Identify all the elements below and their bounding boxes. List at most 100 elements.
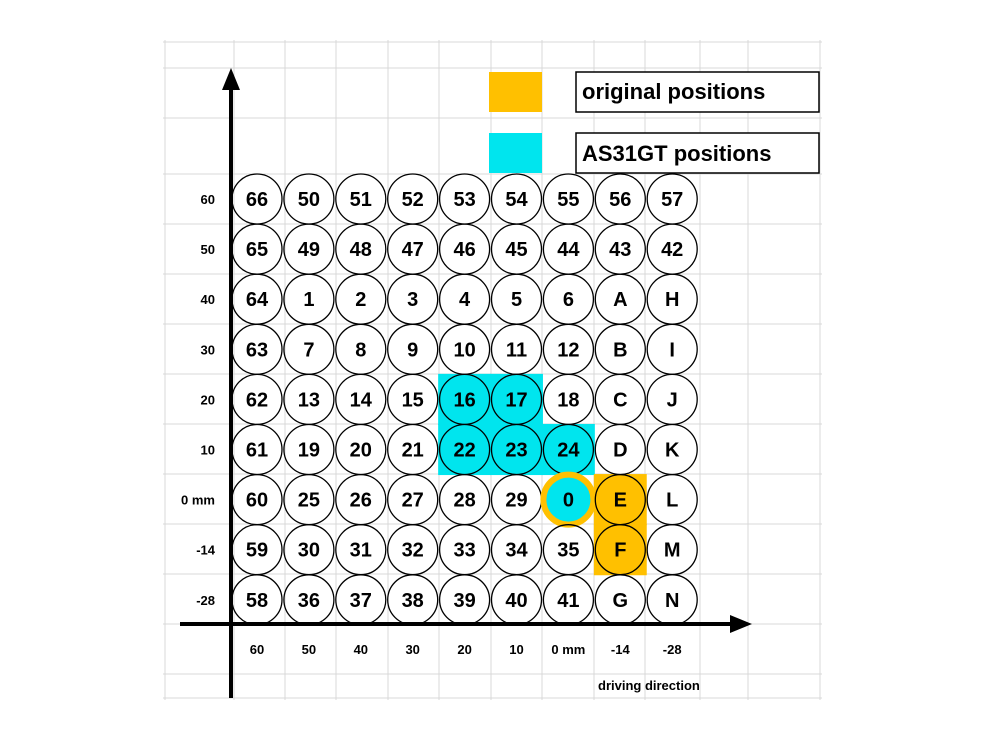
y-tick-label: 30 (201, 342, 215, 357)
position-cell: 62 (231, 373, 283, 426)
legend-label-as31gt: AS31GT positions (582, 141, 771, 166)
position-label: 21 (402, 440, 424, 462)
position-label: B (613, 339, 627, 361)
x-tick-label: 60 (250, 642, 264, 657)
position-label: L (666, 490, 678, 512)
position-label: 2 (355, 289, 366, 311)
position-label: 62 (246, 389, 268, 411)
position-cell: 52 (387, 173, 439, 225)
x-tick-label: 40 (354, 642, 368, 657)
position-label: 52 (402, 189, 424, 211)
position-label: A (613, 289, 627, 311)
position-cell: 60 (231, 473, 283, 526)
position-cell: G (594, 574, 646, 626)
position-cell: 55 (542, 173, 595, 225)
y-tick-label: 60 (201, 192, 215, 207)
x-tick-label: 0 mm (551, 642, 585, 657)
position-cell: B (594, 323, 646, 375)
y-tick-label: 50 (201, 242, 215, 257)
position-label: 46 (453, 239, 475, 261)
position-cell: 4 (438, 273, 491, 325)
position-cell: 33 (438, 524, 491, 576)
position-cell: 36 (283, 574, 335, 626)
position-label: 17 (505, 389, 527, 411)
position-cell: 19 (283, 423, 335, 476)
position-cell: J (646, 373, 698, 426)
position-cell: 0 (540, 471, 597, 528)
position-cell: 44 (542, 223, 595, 275)
position-label: 23 (505, 440, 527, 462)
position-label: 3 (407, 289, 418, 311)
x-tick-label: 50 (302, 642, 316, 657)
legend-label-original: original positions (582, 79, 765, 104)
legend-box-original (575, 71, 820, 113)
position-label: 10 (453, 339, 475, 361)
position-label: 47 (402, 239, 424, 261)
position-cell: 51 (335, 173, 387, 225)
position-label: 39 (453, 590, 475, 612)
position-label: H (665, 289, 679, 311)
position-cell: 3 (387, 273, 439, 325)
position-cell: 43 (594, 223, 646, 275)
position-cell: M (646, 524, 698, 576)
position-label: 30 (298, 540, 320, 562)
y-tick-label: 10 (201, 443, 215, 458)
position-cell: 40 (490, 574, 543, 626)
position-label: 28 (453, 490, 475, 512)
position-label: 4 (459, 289, 471, 311)
position-cell: 26 (335, 473, 387, 526)
x-tick-label: -14 (611, 642, 631, 657)
position-label: 1 (303, 289, 314, 311)
position-cell: 63 (231, 323, 283, 375)
position-cell: 11 (490, 323, 543, 375)
position-label: 9 (407, 339, 418, 361)
position-cell: K (646, 423, 698, 476)
position-label: 29 (505, 490, 527, 512)
position-label: 13 (298, 389, 320, 411)
y-tick-label: 0 mm (181, 493, 215, 508)
position-cell: 37 (335, 574, 387, 626)
position-label: 37 (350, 590, 372, 612)
position-label: 58 (246, 590, 268, 612)
position-cell: L (646, 473, 698, 526)
position-cell: 38 (387, 574, 439, 626)
position-label: 14 (350, 389, 373, 411)
position-label: 51 (350, 189, 372, 211)
position-cell: 61 (231, 423, 283, 476)
position-cell: 29 (490, 473, 543, 526)
position-cell: 56 (594, 173, 646, 225)
legend: original positions AS31GT positions (489, 71, 820, 174)
position-cell: I (646, 323, 698, 375)
position-cell: 45 (490, 223, 543, 275)
x-axis-caption: driving direction (598, 678, 700, 693)
position-label: 31 (350, 540, 372, 562)
position-cell: 50 (283, 173, 335, 225)
position-label: 18 (557, 389, 579, 411)
x-tick-label: 30 (405, 642, 419, 657)
position-cell: 32 (387, 524, 439, 576)
position-cell: 65 (231, 223, 283, 275)
position-label: 38 (402, 590, 424, 612)
position-cell: 53 (438, 173, 491, 225)
position-cell: 39 (438, 574, 491, 626)
position-cell: 64 (231, 273, 283, 325)
legend-box-as31gt (575, 132, 820, 174)
position-label: 22 (453, 440, 475, 462)
position-label: 27 (402, 490, 424, 512)
position-cell: 34 (490, 524, 543, 576)
position-label: 64 (246, 289, 269, 311)
y-tick-label: -28 (196, 593, 215, 608)
position-label: D (613, 440, 627, 462)
position-label: G (613, 590, 629, 612)
position-label: 42 (661, 239, 683, 261)
position-label: 26 (350, 490, 372, 512)
position-label: 50 (298, 189, 320, 211)
legend-swatch-as31gt (489, 133, 542, 173)
position-label: 15 (402, 389, 424, 411)
position-label: 34 (505, 540, 528, 562)
position-cell: 47 (387, 223, 439, 275)
position-label: E (614, 490, 627, 512)
position-cell: 21 (387, 423, 439, 476)
position-label: 59 (246, 540, 268, 562)
